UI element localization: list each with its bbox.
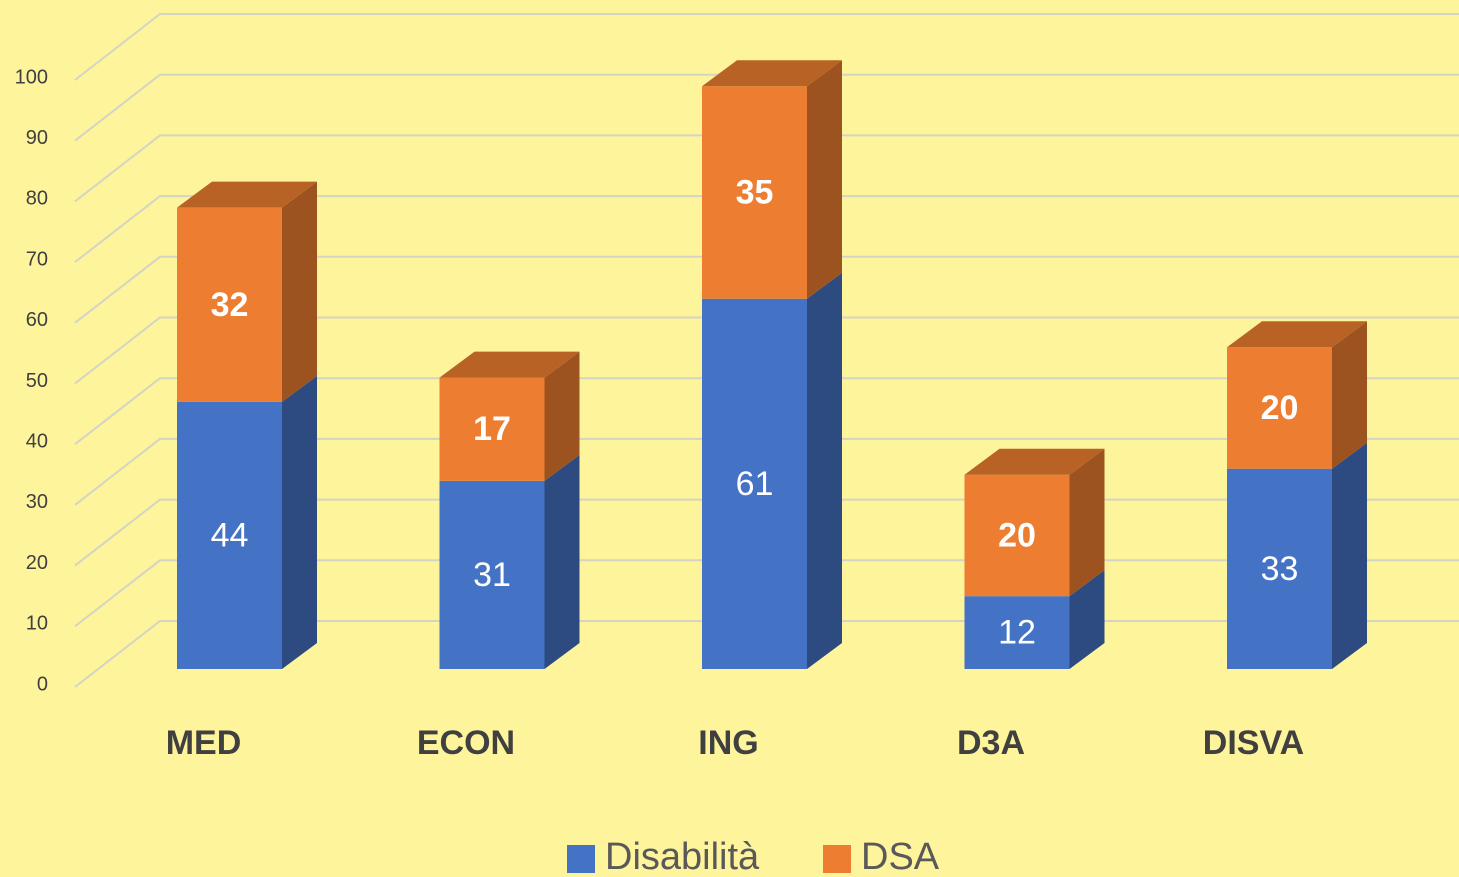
y-tick-label: 10	[26, 613, 48, 635]
bar-side	[544, 454, 580, 669]
bar-side	[807, 272, 842, 669]
x-tick-label: ECON	[417, 724, 515, 762]
grid-line	[74, 13, 1459, 81]
x-tick-label: DISVA	[1203, 724, 1304, 762]
data-label: 61	[736, 465, 774, 503]
bar-top	[964, 448, 1105, 475]
bar	[702, 86, 807, 299]
bar-side	[1069, 448, 1105, 597]
y-tick-label: 70	[26, 248, 48, 270]
x-tick-label: ING	[698, 724, 758, 762]
bar-top	[1227, 321, 1367, 348]
y-tick-label: 0	[37, 673, 48, 695]
bar	[439, 480, 545, 669]
data-label: 20	[1261, 389, 1299, 427]
grid-line	[74, 73, 1459, 142]
bar	[177, 207, 282, 402]
grid-line	[74, 134, 1459, 203]
bar	[1227, 468, 1332, 669]
x-tick-label: MED	[166, 724, 242, 762]
bar-side	[1069, 570, 1105, 669]
y-tick-label: 40	[26, 430, 48, 452]
bar-side	[1332, 442, 1367, 669]
data-label: 17	[473, 410, 511, 448]
data-label: 33	[1261, 550, 1299, 588]
data-label: 44	[211, 516, 249, 554]
bar-top	[439, 351, 580, 378]
legend-swatch	[567, 845, 595, 873]
bar-side	[1332, 321, 1367, 469]
grid-line	[74, 437, 1459, 506]
grid-line	[74, 255, 1459, 324]
x-tick-label: D3A	[957, 724, 1025, 762]
y-tick-label: 20	[26, 552, 48, 574]
legend-swatch	[823, 845, 851, 873]
bar	[177, 401, 282, 669]
bar-side	[282, 375, 317, 669]
y-tick-label: 90	[26, 127, 48, 149]
bar-top	[702, 60, 842, 87]
bar	[964, 474, 1070, 597]
y-tick-label: 100	[15, 66, 48, 88]
data-label: 35	[736, 173, 774, 211]
bar-side	[282, 181, 317, 402]
y-tick-label: 80	[26, 188, 48, 210]
data-label: 31	[473, 556, 511, 594]
data-label: 12	[998, 614, 1036, 652]
legend-label: Disabilità	[605, 836, 760, 877]
bar	[964, 596, 1070, 669]
bar-side	[807, 60, 842, 299]
bar	[702, 298, 807, 669]
data-label: 32	[211, 286, 249, 324]
bar	[1227, 347, 1332, 469]
bar-top	[177, 181, 317, 208]
bar	[439, 377, 545, 481]
data-label: 20	[998, 516, 1036, 554]
legend-label: DSA	[861, 836, 940, 877]
y-tick-label: 60	[26, 309, 48, 331]
bar-side	[544, 351, 580, 481]
y-tick-label: 50	[26, 370, 48, 392]
grid-line	[74, 377, 1459, 445]
grid-line	[74, 195, 1459, 263]
grid-line	[74, 316, 1459, 385]
y-tick-label: 30	[26, 491, 48, 513]
